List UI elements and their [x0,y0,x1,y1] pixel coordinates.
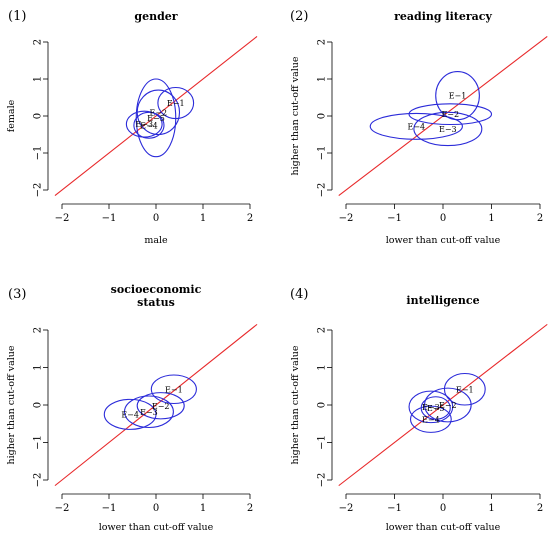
y-tick-label: 0 [33,402,44,408]
x-tick-label: 0 [440,503,446,514]
y-tick-label: 0 [317,402,328,408]
x-tick-label: 0 [440,213,446,224]
ellipse-label: E−2 [150,108,168,117]
y-tick-label: −1 [33,146,44,161]
reference-line [338,323,548,487]
x-tick-label: 0 [153,213,159,224]
y-tick-label: −1 [33,435,44,450]
ellipse-e1 [435,71,480,121]
x-tick-label: −1 [102,213,117,224]
x-tick-label: 1 [488,503,494,514]
ellipse-label: E−2 [441,110,459,119]
y-tick-label: 1 [317,364,328,370]
ellipse-label: E−3 [422,403,440,412]
x-tick-label: 2 [247,503,253,514]
y-axis-label: female [6,99,17,132]
x-tick-label: 1 [200,213,206,224]
x-axis-label: lower than cut-off value [386,235,501,246]
ellipse-label: E−2 [152,402,170,411]
x-tick-label: −1 [387,213,402,224]
y-tick-label: −2 [33,183,44,198]
ellipse-label: E−1 [456,385,474,394]
y-tick-label: −2 [33,473,44,488]
ellipse-e4 [103,398,157,430]
x-tick-label: 1 [200,503,206,514]
chart-title: reading literacy [394,10,492,23]
y-axis-label: higher than cut-off value [290,56,301,175]
ellipse-label: E−5 [147,114,165,123]
y-tick-label: −1 [317,146,328,161]
ellipse-e4 [133,111,165,139]
x-axis-label: lower than cut-off value [99,522,214,533]
chart-title: socioeconomic [111,283,202,296]
ellipse-e2 [136,392,185,420]
reference-line [54,323,258,487]
chart-title: gender [134,10,177,23]
y-tick-label: 2 [317,327,328,333]
x-tick-label: −2 [339,503,354,514]
ellipse-label: E−1 [165,385,183,394]
ellipse-e3 [123,395,174,429]
y-tick-label: 0 [33,113,44,119]
x-tick-label: −2 [55,213,70,224]
y-axis-label: higher than cut-off value [6,345,17,464]
y-axis-label: higher than cut-off value [290,345,301,464]
ellipse-e1 [443,372,486,406]
y-tick-label: 1 [33,364,44,370]
y-tick-label: −2 [317,183,328,198]
x-tick-label: 2 [537,213,543,224]
ellipse-e5 [420,396,451,420]
ellipse-label: E−2 [439,401,457,410]
ellipse-label: E−3 [135,120,153,129]
x-tick-label: 0 [153,503,159,514]
reference-line [54,36,258,196]
ellipse-label: E−4 [408,122,426,131]
ellipse-e2 [424,387,472,423]
ellipse-label: E−5 [427,404,445,413]
y-tick-label: 2 [33,327,44,333]
ellipse-e4 [369,112,463,140]
ellipse-e1 [150,374,197,405]
panel-number: (1) [8,9,26,24]
ellipse-e4 [409,405,452,433]
x-tick-label: 2 [247,213,253,224]
ellipse-label: E−3 [439,125,457,134]
ellipse-label: E−4 [422,415,440,424]
ellipse-e2 [408,103,493,126]
x-tick-label: −1 [387,503,402,514]
chart-panel-4: (4) intelligence lower than cut-off value h… [290,287,548,533]
x-axis-label: male [144,235,168,246]
ellipse-e3 [413,111,483,147]
x-tick-label: −1 [102,503,117,514]
chart-title: status [137,296,175,309]
ellipse-label: E−1 [167,99,185,108]
ellipse-label: E−4 [121,410,139,419]
ellipse-e3 [408,390,454,424]
ellipse-e5 [135,78,177,158]
panel-number: (4) [290,287,308,302]
y-tick-label: −2 [317,473,328,488]
panel-number: (2) [290,9,308,24]
chart-panel-2: (2) reading literacy lower than cut-off va… [290,9,548,246]
y-tick-label: 2 [317,39,328,45]
x-tick-label: 1 [488,213,494,224]
ellipse-label: E−1 [449,92,467,101]
panel-number: (3) [8,287,26,302]
y-tick-label: 1 [33,76,44,82]
y-tick-label: −1 [317,435,328,450]
y-tick-label: 0 [317,113,328,119]
y-tick-label: 2 [33,39,44,45]
x-tick-label: 2 [537,503,543,514]
y-tick-label: 1 [317,76,328,82]
x-tick-label: −2 [339,213,354,224]
chart-title: intelligence [406,294,479,307]
ellipse-label: E−3 [140,408,158,417]
x-axis-label: lower than cut-off value [386,522,501,533]
ellipse-label: E−4 [140,121,158,130]
x-tick-label: −2 [55,503,70,514]
